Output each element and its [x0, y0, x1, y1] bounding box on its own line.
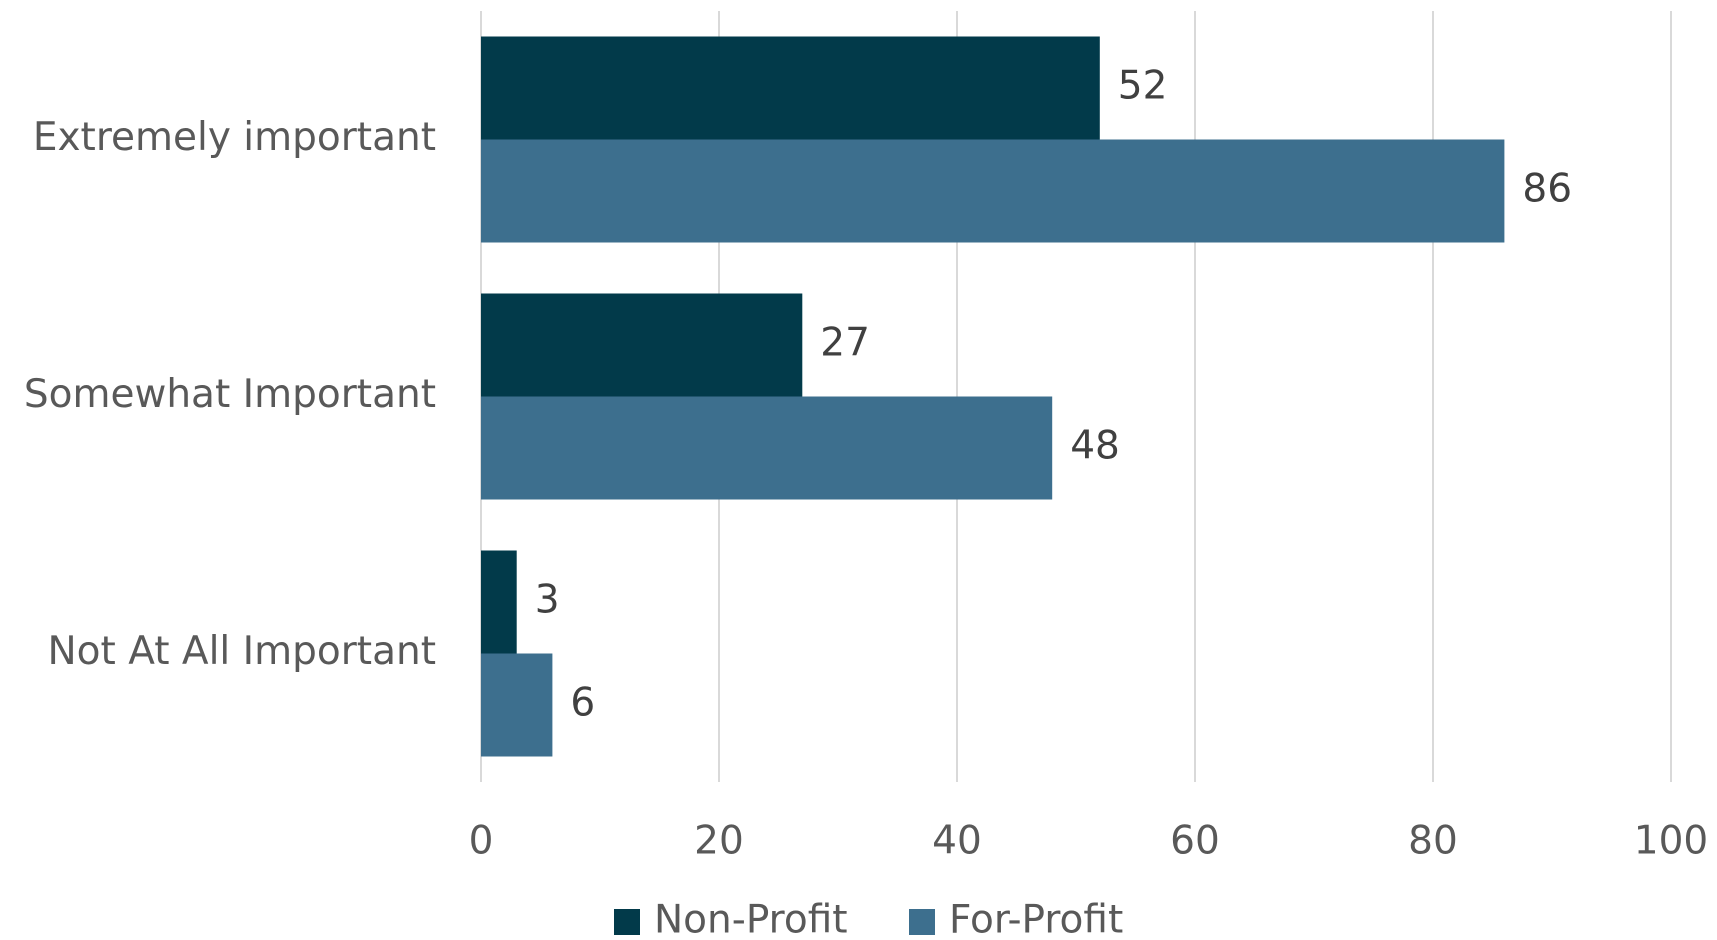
bar: [481, 550, 517, 654]
x-tick-label: 100: [1634, 819, 1708, 864]
bar: [481, 36, 1100, 140]
y-tick-label: Somewhat Important: [24, 372, 436, 417]
legend-swatch: [909, 909, 935, 935]
x-tick-label: 0: [469, 819, 494, 864]
value-label: 52: [1118, 64, 1168, 109]
x-tick-label: 40: [932, 819, 982, 864]
legend-swatch: [614, 909, 640, 935]
value-label: 6: [570, 681, 595, 726]
x-tick-label: 20: [694, 819, 744, 864]
y-tick-label: Extremely important: [33, 115, 436, 160]
bar: [481, 293, 803, 397]
bar: [481, 653, 553, 757]
legend-label: Non-Profit: [654, 898, 848, 940]
x-tick-label: 60: [1170, 819, 1220, 864]
value-label: 3: [535, 578, 560, 623]
y-tick-label: Not At All Important: [48, 629, 437, 674]
value-label: 27: [820, 321, 870, 366]
bar: [481, 396, 1053, 500]
bar: [481, 139, 1505, 243]
value-label: 86: [1522, 167, 1572, 212]
value-label: 48: [1070, 424, 1120, 469]
legend-label: For-Profit: [949, 898, 1123, 940]
x-tick-label: 80: [1408, 819, 1458, 864]
